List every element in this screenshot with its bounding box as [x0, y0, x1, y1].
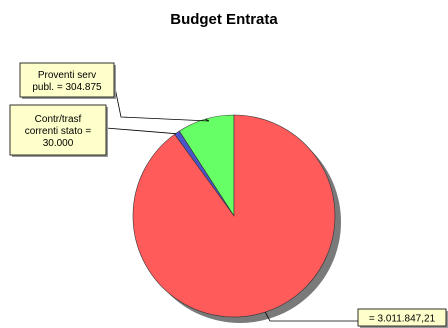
callout-label-1-line-1: correnti stato = [25, 126, 92, 137]
callout-leader-2 [264, 311, 358, 322]
callout-leader-0 [113, 82, 210, 122]
callout-box-2 [357, 308, 447, 327]
callout-label-1-line-0: Contr/trasf [35, 114, 82, 125]
callout-label-1-line-2: 30.000 [43, 138, 74, 149]
callout-label-0-line-1: publ. = 304.875 [32, 82, 102, 93]
callout-label-2-line-0: = 3.011.847,21 [369, 314, 436, 325]
chart-title: Budget Entrata [170, 11, 278, 28]
callout-box-0 [19, 62, 115, 98]
callout-label-0-line-0: Proventi serv [38, 70, 96, 81]
callout-leader-1 [105, 127, 176, 135]
pie-slice-2 [132, 114, 336, 318]
pie-slices [132, 114, 336, 318]
callout-box-1 [9, 104, 107, 156]
